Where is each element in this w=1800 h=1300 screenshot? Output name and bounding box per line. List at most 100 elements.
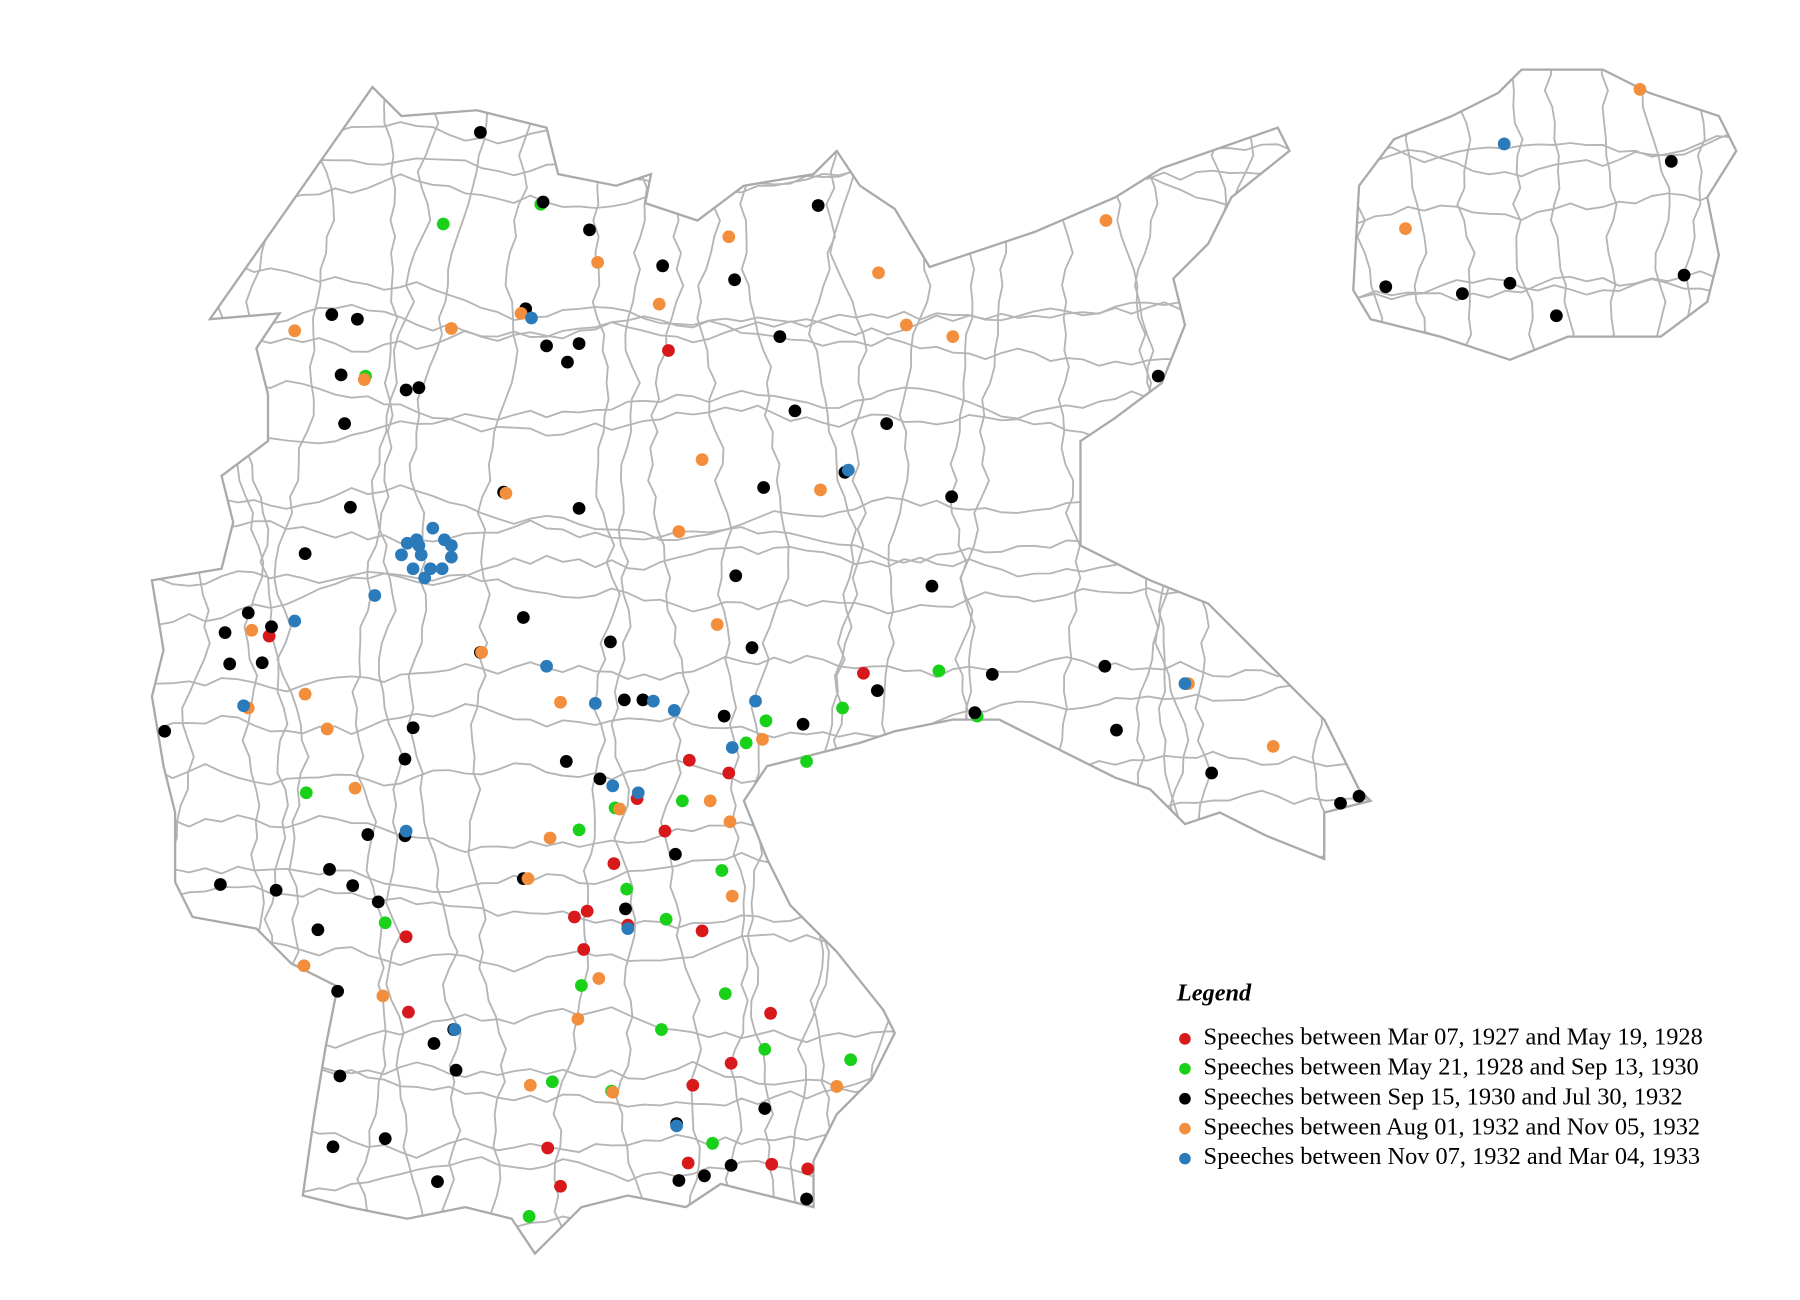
district-border	[370, 69, 440, 1254]
speech-dot	[572, 502, 586, 515]
speech-dot	[298, 547, 312, 561]
germany-outline	[150, 85, 1373, 1256]
speech-dot	[621, 922, 635, 935]
legend-label: Speeches between Aug 01, 1932 and Nov 05…	[1204, 1113, 1701, 1140]
legend: Legend Speeches between Mar 07, 1927 and…	[1176, 979, 1703, 1170]
speech-dot	[344, 500, 357, 514]
district-border	[801, 69, 873, 1254]
speech-dot	[1633, 82, 1647, 96]
speech-dot	[945, 490, 959, 504]
speech-dot	[588, 697, 602, 710]
speech-dot	[1151, 369, 1165, 383]
speech-dot	[426, 521, 440, 535]
speech-dot	[925, 579, 939, 593]
speech-dot	[561, 355, 574, 369]
speech-dot	[756, 732, 769, 746]
speech-dot	[402, 1005, 415, 1019]
district-border	[151, 369, 1734, 450]
speech-dot	[435, 562, 449, 576]
speech-dot	[800, 755, 813, 768]
speech-dot	[695, 453, 709, 467]
speech-dot	[764, 1006, 777, 1020]
speech-dot	[675, 794, 689, 808]
legend-swatch	[1179, 1062, 1191, 1075]
speech-dot	[620, 882, 634, 896]
speech-dot	[536, 195, 550, 209]
speech-dot	[545, 1075, 559, 1089]
speech-dot	[1205, 766, 1219, 780]
speech-dot	[722, 230, 736, 244]
speech-dot	[541, 1141, 555, 1155]
speech-dot	[540, 339, 553, 353]
district-border	[351, 69, 399, 1254]
speech-dot	[1266, 739, 1280, 753]
speech-dot	[669, 847, 682, 861]
speech-dot	[857, 666, 870, 680]
speech-dot	[739, 736, 753, 750]
legend-label: Speeches between Sep 15, 1930 and Jul 30…	[1204, 1083, 1683, 1110]
speech-dot	[223, 657, 237, 671]
district-border	[870, 69, 936, 1254]
district-border	[227, 69, 343, 1254]
speech-dot	[214, 878, 227, 891]
speech-dot	[658, 824, 672, 838]
speech-dot	[320, 722, 334, 736]
speech-dot	[946, 330, 960, 343]
speech-dot	[814, 483, 827, 497]
district-border	[151, 725, 1734, 789]
legend-swatch	[1179, 1092, 1191, 1105]
speech-dot	[346, 879, 360, 893]
speech-dot	[378, 916, 392, 930]
speech-dot	[298, 687, 312, 701]
legend-swatch	[1179, 1033, 1191, 1045]
district-border	[610, 69, 658, 1254]
district-border	[80, 58, 141, 1261]
speech-dot	[338, 417, 351, 431]
speech-dot	[765, 1157, 779, 1171]
speech-dot	[376, 989, 390, 1003]
speech-dot	[398, 752, 412, 766]
speech-dot	[554, 695, 567, 709]
speech-dot	[722, 766, 736, 780]
speech-dot	[297, 959, 311, 973]
speech-dot	[348, 781, 362, 795]
speech-dot	[670, 1119, 683, 1133]
speech-dot	[325, 308, 339, 321]
speech-dot	[580, 904, 594, 918]
speech-dot	[718, 987, 732, 1000]
speech-dot	[729, 569, 743, 583]
speech-dot	[872, 266, 885, 280]
speech-dot	[516, 611, 530, 624]
speech-dot	[1178, 677, 1192, 691]
district-border	[151, 818, 1734, 893]
speech-dot	[619, 902, 632, 916]
speech-dot	[406, 721, 420, 735]
speech-dot	[985, 667, 999, 681]
speech-dot	[631, 786, 645, 800]
speech-dot	[870, 684, 884, 698]
speech-dot	[357, 373, 371, 386]
speech-dot	[1503, 276, 1517, 290]
speech-dot	[1455, 287, 1469, 301]
speech-dot	[656, 259, 670, 273]
speech-dot	[606, 1085, 620, 1099]
speech-dot	[554, 1179, 567, 1193]
speech-dot	[577, 943, 591, 956]
speech-dot	[399, 383, 413, 397]
speech-dot	[715, 864, 729, 877]
speech-dot	[572, 823, 586, 837]
speech-dot	[424, 562, 437, 576]
district-border	[151, 315, 1733, 379]
speech-dot	[521, 872, 535, 886]
speech-dot	[723, 815, 737, 829]
speech-dot	[378, 1132, 392, 1146]
speech-dot	[1664, 154, 1678, 168]
speech-dot	[523, 1078, 537, 1092]
speech-dot	[412, 539, 426, 552]
speech-dot	[801, 1162, 815, 1176]
district-border	[151, 113, 1733, 225]
district-border	[696, 69, 749, 1254]
speech-dot	[368, 589, 382, 602]
speech-dot	[591, 255, 605, 269]
